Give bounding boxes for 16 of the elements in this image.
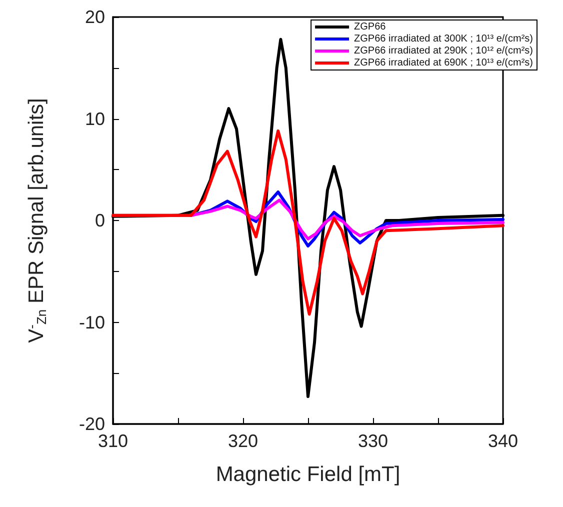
x-tick-label: 310 [98,431,128,451]
legend-label: ZGP66 irradiated at 300K ; 10¹³ e/(cm²s) [354,34,534,44]
legend-label: ZGP66 irradiated at 690K ; 10¹³ e/(cm²s) [354,58,534,68]
legend-label: ZGP66 irradiated at 290K ; 10¹² e/(cm²s) [354,46,534,56]
y-tick-label: 10 [84,108,105,129]
x-tick-label: 340 [488,431,518,451]
x-tick-label: 320 [228,431,258,451]
y-tick-label: -10 [78,312,105,332]
y-tick-label: -20 [78,414,105,434]
y-axis-title: V-Zn EPR Signal [arb.units] [24,98,49,343]
legend-label: ZGP66 [354,22,386,32]
x-tick-label: 330 [358,431,388,451]
y-tick-label: 0 [94,210,105,230]
x-axis-title: Magnetic Field [mT] [216,463,400,486]
y-tick-label: 20 [84,7,105,27]
line-series [112,129,504,316]
